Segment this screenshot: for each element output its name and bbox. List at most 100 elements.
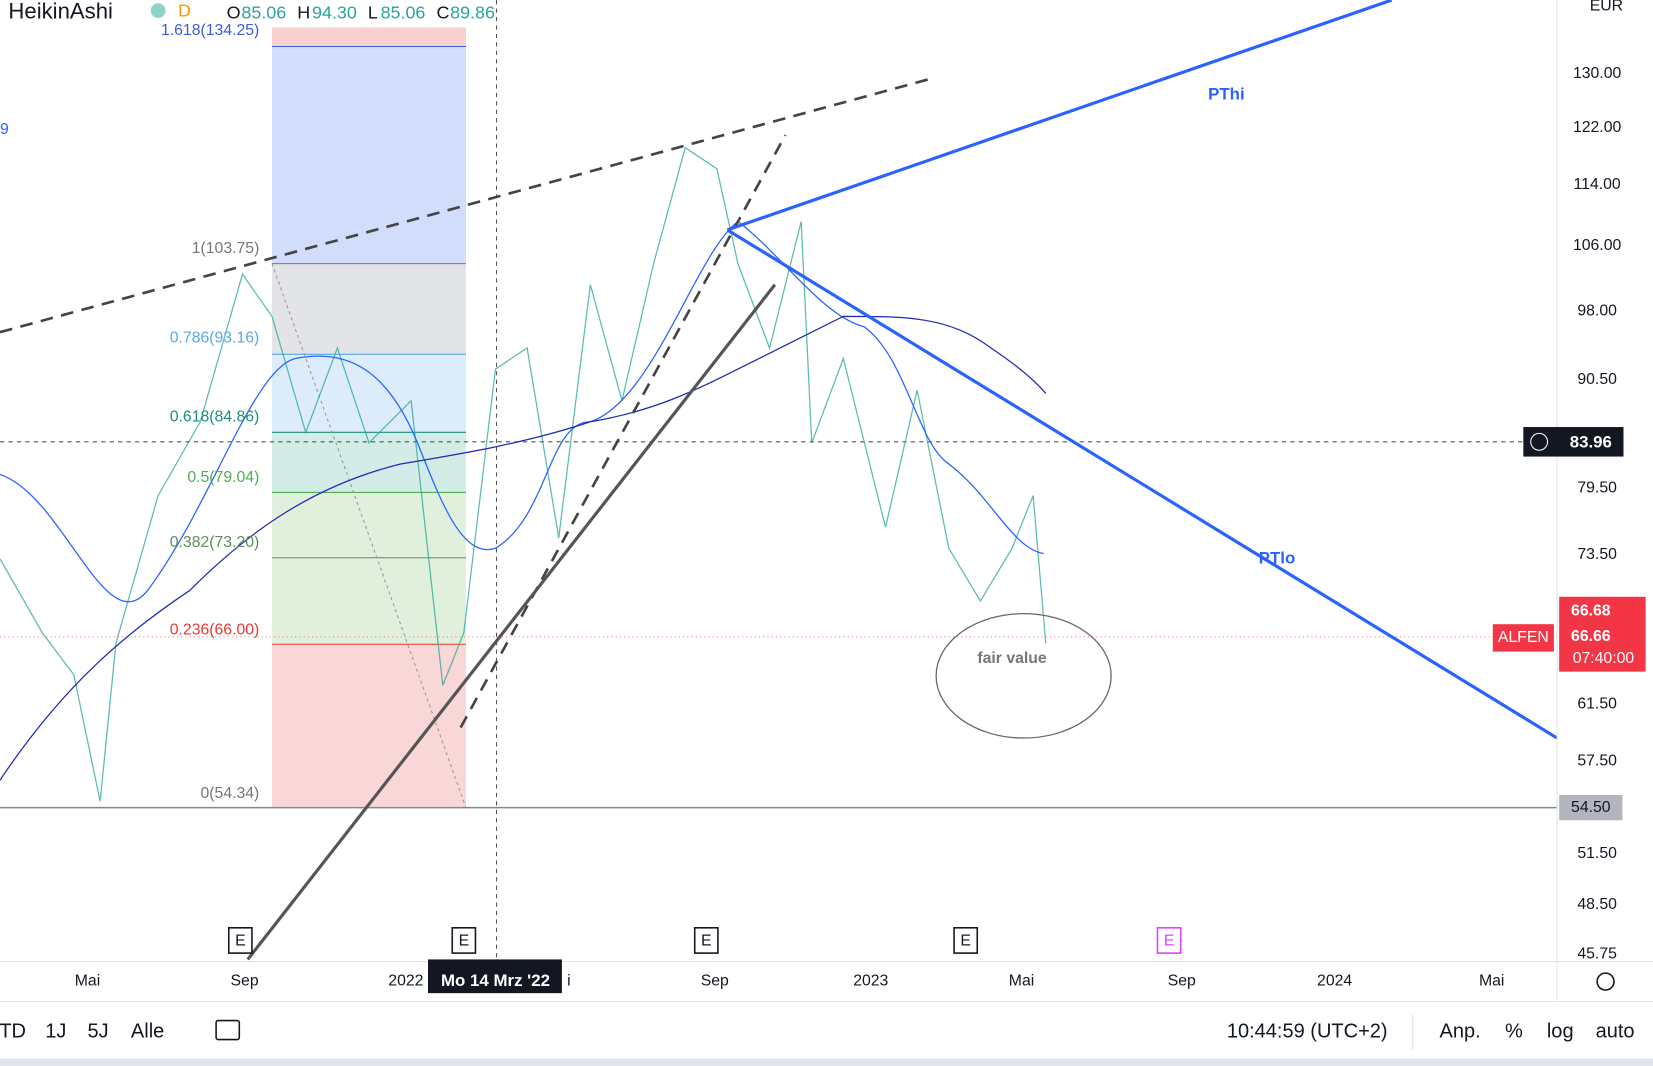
countdown: 07:40:00 — [1573, 650, 1635, 667]
fib-zone — [271, 492, 466, 645]
ohlc-key: O — [227, 3, 241, 23]
price-label: 61.50 — [1577, 695, 1617, 712]
time-label: Sep — [701, 973, 729, 990]
scale-option[interactable]: Anp. — [1439, 1020, 1480, 1042]
line-price-box — [1559, 794, 1623, 821]
clock: 10:44:59 (UTC+2) — [1227, 1020, 1388, 1042]
earnings-marker[interactable] — [451, 927, 477, 954]
crosshair-price: 83.96 — [1570, 432, 1612, 451]
fib-label: 0.618(84.86) — [170, 409, 260, 426]
earnings-label: E — [1164, 933, 1175, 950]
last-price: 66.66 — [1571, 628, 1611, 645]
range-button[interactable]: 5J — [87, 1020, 108, 1042]
fib-label: 0.5(79.04) — [187, 469, 259, 486]
fib-label: 0(54.34) — [200, 785, 259, 802]
time-label: 2024 — [1317, 973, 1352, 990]
earnings-marker[interactable] — [953, 927, 979, 954]
fib-zone — [271, 46, 466, 264]
fib-zone — [271, 27, 466, 47]
earnings-label: E — [459, 933, 470, 950]
ohlc-value: 94.30 — [312, 3, 357, 23]
moving-average-slow — [0, 315, 1047, 781]
fib-zone — [271, 263, 466, 355]
trend-line-dashed — [0, 76, 934, 334]
earnings-marker[interactable] — [227, 927, 253, 954]
price-label: 79.50 — [1577, 479, 1617, 496]
indicator-value: 9 — [0, 121, 9, 138]
earnings-marker[interactable] — [693, 927, 719, 954]
time-label: Mai — [75, 973, 100, 990]
date-range-icon[interactable] — [215, 1019, 241, 1041]
scale-option[interactable]: % — [1505, 1020, 1523, 1042]
fib-trend — [271, 263, 467, 808]
price-label: 48.50 — [1577, 896, 1617, 913]
price-label: 130.00 — [1573, 65, 1622, 82]
price-box — [1559, 596, 1646, 672]
fib-label: 0.236(66.00) — [170, 622, 260, 639]
ohlc-key: L — [368, 3, 378, 23]
trend-line-pthi — [726, 0, 1393, 232]
interval: D — [178, 0, 191, 20]
price-label: 73.50 — [1577, 546, 1617, 563]
fair-value-ellipse — [935, 613, 1112, 739]
add-icon[interactable] — [1530, 432, 1549, 451]
crosshair-price-box — [1523, 427, 1624, 457]
crosshair-date: Mo 14 Mrz '22 — [441, 971, 550, 990]
price-label: 114.00 — [1574, 176, 1621, 193]
earnings-marker[interactable] — [1156, 927, 1182, 954]
earnings-label: E — [960, 933, 971, 950]
fib-label: 0.786(93.16) — [170, 330, 260, 347]
ohlc-key: C — [436, 3, 449, 23]
last-high: 66.68 — [1571, 603, 1611, 620]
price-label: 45.75 — [1577, 945, 1617, 962]
price-label: 98.00 — [1577, 302, 1617, 319]
status-dot — [150, 3, 166, 19]
fib-zone — [271, 644, 466, 808]
price-label: 122.00 — [1573, 119, 1622, 136]
ticker: ALFEN — [1498, 629, 1549, 646]
price-sketch — [0, 146, 1047, 802]
price-label: 106.00 — [1573, 237, 1622, 254]
fib-label: 1.618(134.25) — [161, 22, 259, 39]
time-label: 2023 — [853, 973, 888, 990]
range-button[interactable]: TD — [0, 1020, 26, 1042]
ohlc-value: 89.86 — [450, 3, 495, 23]
ohlc-key: H — [297, 3, 310, 23]
ellipse-label: fair value — [977, 650, 1047, 667]
earnings-label: E — [701, 933, 712, 950]
scale-option[interactable]: auto — [1596, 1020, 1635, 1042]
line-label: PThi — [1208, 84, 1245, 103]
time-label: 2022 — [388, 973, 423, 990]
price-label: 90.50 — [1577, 371, 1617, 388]
range-button[interactable]: 1J — [45, 1020, 66, 1042]
currency: EUR — [1590, 0, 1623, 15]
price-label: 51.50 — [1577, 845, 1617, 862]
symbol: HeikinAshi — [8, 0, 113, 24]
settings-icon[interactable] — [1596, 972, 1615, 991]
bottom-strip — [0, 1058, 1653, 1066]
range-button[interactable]: Alle — [131, 1020, 164, 1042]
trend-line-ptlo — [726, 228, 1558, 740]
fib-label: 1(103.75) — [192, 240, 260, 257]
ohlc-value: 85.06 — [241, 3, 286, 23]
line-label: PTlo — [1259, 548, 1296, 567]
scale-option[interactable]: log — [1547, 1020, 1574, 1042]
ticker-box — [1492, 624, 1554, 652]
fib-zone — [271, 354, 466, 433]
time-label: Sep — [1168, 973, 1196, 990]
time-label: Mai — [1009, 973, 1034, 990]
trend-line-dashed — [459, 134, 787, 729]
line-price: 54.50 — [1571, 799, 1611, 816]
trend-line — [246, 283, 777, 961]
fib-label: 0.382(73.20) — [170, 534, 260, 551]
crosshair-date-box — [428, 959, 562, 994]
ohlc-value: 85.06 — [381, 3, 426, 23]
price-label: 57.50 — [1577, 752, 1617, 769]
moving-average-fast — [0, 220, 1044, 603]
earnings-label: E — [235, 933, 246, 950]
time-label: Mai — [1479, 973, 1504, 990]
time-label: i — [567, 973, 571, 990]
